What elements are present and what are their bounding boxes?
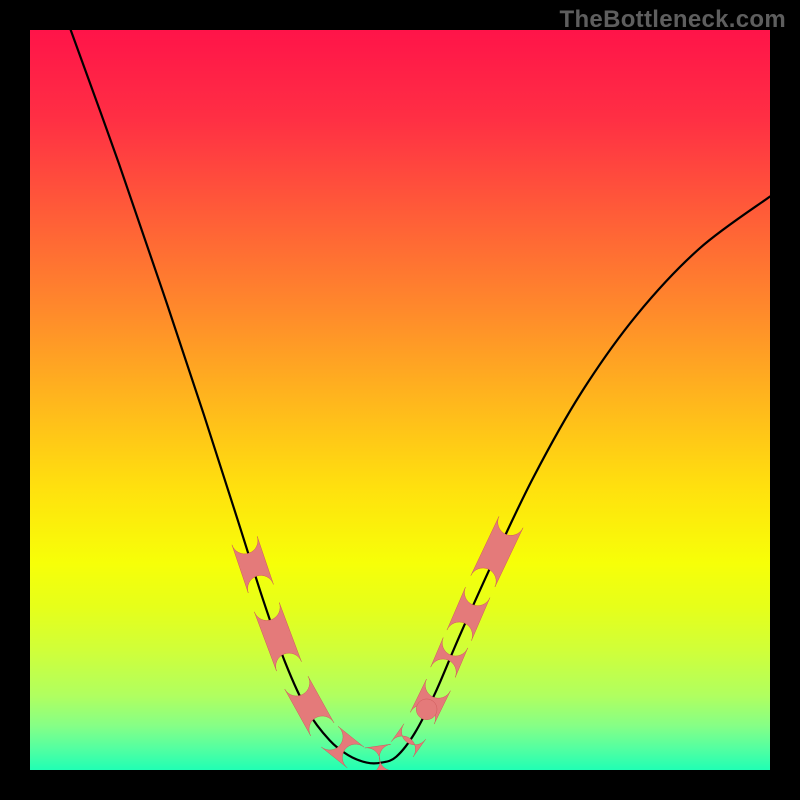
plot-area [30,30,770,770]
marker-capsule [321,726,364,768]
marker-capsule [232,536,274,593]
marker-capsule [431,638,468,678]
curve-markers [232,516,523,770]
marker-capsule [447,587,490,640]
marker-capsule [285,676,334,736]
curve-layer [30,30,770,770]
bottleneck-curve [71,30,770,763]
marker-dot [416,699,437,720]
marker-capsule [365,744,395,770]
marker-capsule [254,603,301,672]
marker-capsule [391,724,425,757]
chart-frame: TheBottleneck.com [0,0,800,800]
marker-capsule [471,516,523,587]
